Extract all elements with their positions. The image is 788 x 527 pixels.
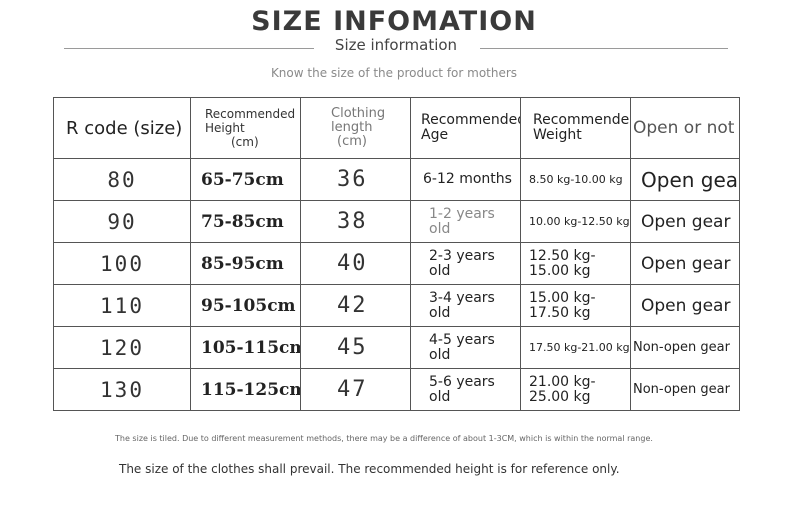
header-height-unit: (cm) — [231, 135, 259, 149]
cell-height: 115-125cm — [190, 368, 301, 411]
header-height-line1: Recommended — [205, 107, 296, 121]
cell-open: Open gear — [630, 284, 740, 327]
cell-weight: 10.00 kg-12.50 kg — [520, 200, 631, 243]
cell-weight: 8.50 kg-10.00 kg — [520, 158, 631, 201]
cell-height: 75-85cm — [190, 200, 301, 243]
header-age-line2: Age — [421, 127, 449, 143]
header-length-unit: (cm) — [337, 134, 367, 149]
measurement-note: The size is tiled. Due to different meas… — [115, 434, 653, 443]
cell-length: 45 — [300, 326, 411, 369]
size-table: R code (size) Recommended Height (cm) Cl… — [53, 97, 740, 411]
header-age: Recommended Age — [410, 97, 521, 159]
header-length-line1: Clothing — [331, 106, 386, 121]
cell-height: 95-105cm — [190, 284, 301, 327]
header-size: R code (size) — [53, 97, 191, 159]
header-height: Recommended Height (cm) — [190, 97, 301, 159]
cell-age: 6-12 months — [410, 158, 521, 201]
table-row: 90 75-85cm 38 1-2 years old 10.00 kg-12.… — [53, 200, 740, 243]
cell-weight: 21.00 kg-25.00 kg — [520, 368, 631, 411]
page-subtitle: Size information — [334, 36, 458, 54]
cell-weight: 15.00 kg-17.50 kg — [520, 284, 631, 327]
header-height-line2: Height — [205, 121, 245, 135]
cell-length: 38 — [300, 200, 411, 243]
header-weight-line1: Recommended — [533, 112, 631, 128]
cell-age: 1-2 years old — [410, 200, 521, 243]
cell-size: 120 — [53, 326, 191, 369]
divider-right — [480, 48, 728, 49]
cell-age: 5-6 years old — [410, 368, 521, 411]
header-open: Open or not — [630, 97, 740, 159]
cell-open: Open gear — [630, 158, 740, 201]
reference-note: The size of the clothes shall prevail. T… — [119, 462, 620, 476]
cell-height: 85-95cm — [190, 242, 301, 285]
cell-weight: 17.50 kg-21.00 kg — [520, 326, 631, 369]
table-row: 130 115-125cm 47 5-6 years old 21.00 kg-… — [53, 368, 740, 411]
cell-height: 105-115cm — [190, 326, 301, 369]
cell-age: 4-5 years old — [410, 326, 521, 369]
cell-age: 2-3 years old — [410, 242, 521, 285]
table-row: 100 85-95cm 40 2-3 years old 12.50 kg-15… — [53, 242, 740, 285]
header-length-line2: length — [331, 120, 373, 135]
cell-height: 65-75cm — [190, 158, 301, 201]
table-row: 110 95-105cm 42 3-4 years old 15.00 kg-1… — [53, 284, 740, 327]
divider-left — [64, 48, 314, 49]
cell-size: 110 — [53, 284, 191, 327]
table-header-row: R code (size) Recommended Height (cm) Cl… — [53, 97, 740, 159]
cell-length: 36 — [300, 158, 411, 201]
cell-length: 40 — [300, 242, 411, 285]
cell-size: 130 — [53, 368, 191, 411]
cell-length: 47 — [300, 368, 411, 411]
cell-weight: 12.50 kg-15.00 kg — [520, 242, 631, 285]
cell-open: Open gear — [630, 200, 740, 243]
header-weight-line2: Weight — [533, 127, 582, 143]
cell-length: 42 — [300, 284, 411, 327]
cell-size: 100 — [53, 242, 191, 285]
cell-size: 90 — [53, 200, 191, 243]
cell-age: 3-4 years old — [410, 284, 521, 327]
page-title: SIZE INFOMATION — [251, 6, 537, 37]
cell-open: Non-open gear — [630, 368, 740, 411]
table-row: 80 65-75cm 36 6-12 months 8.50 kg-10.00 … — [53, 158, 740, 201]
header-length: Clothing length (cm) — [300, 97, 411, 159]
cell-open: Non-open gear — [630, 326, 740, 369]
tagline: Know the size of the product for mothers — [270, 66, 518, 80]
table-row: 120 105-115cm 45 4-5 years old 17.50 kg-… — [53, 326, 740, 369]
subtitle-row: Size information — [64, 34, 728, 54]
header-weight: Recommended Weight — [520, 97, 631, 159]
cell-open: Open gear — [630, 242, 740, 285]
header-age-line1: Recommended — [421, 112, 521, 128]
cell-size: 80 — [53, 158, 191, 201]
